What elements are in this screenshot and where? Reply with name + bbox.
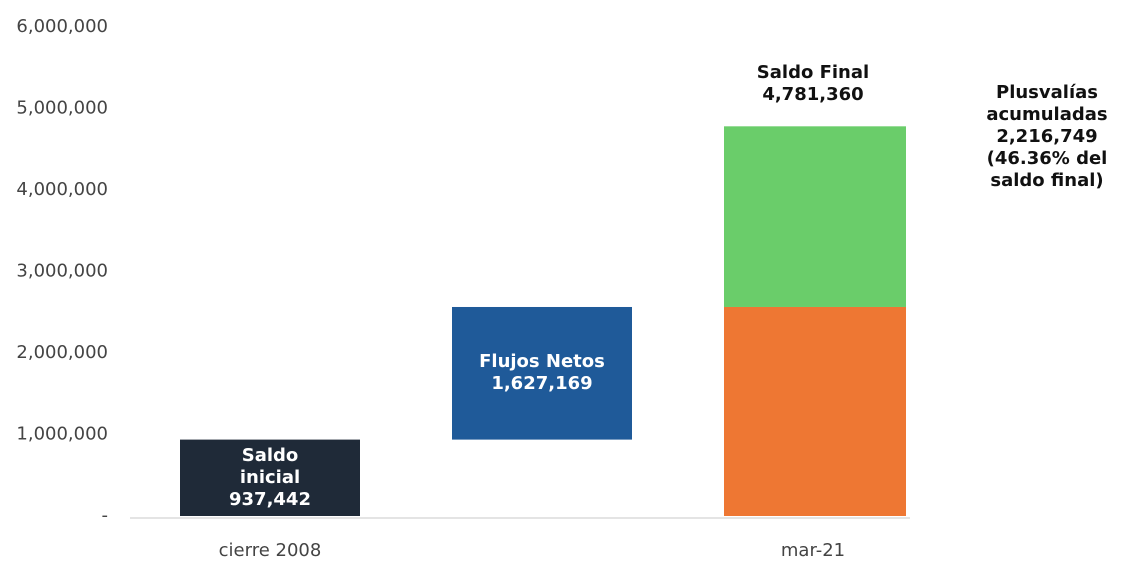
bar-label: Saldo inicial 937,442 <box>215 445 325 511</box>
total-label: Saldo Final 4,781,360 <box>713 62 913 106</box>
label-text: 1,627,169 <box>491 373 593 395</box>
bar-segment <box>724 126 906 307</box>
y-tick-label: 5,000,000 <box>16 98 108 119</box>
x-tick-label: mar-21 <box>781 540 845 561</box>
y-tick-label: 6,000,000 <box>16 16 108 37</box>
y-tick-label: 2,000,000 <box>16 342 108 363</box>
bar-segment <box>724 306 906 516</box>
y-tick-label: 3,000,000 <box>16 261 108 282</box>
label-text: 4,781,360 <box>762 84 864 106</box>
bar <box>452 306 632 440</box>
bar <box>180 439 360 516</box>
label-text: 937,442 <box>229 488 311 510</box>
x-tick-label: cierre 2008 <box>219 540 322 561</box>
y-tick-label: 4,000,000 <box>16 179 108 200</box>
y-tick-label: - <box>102 505 109 526</box>
label-text: Saldo inicial <box>239 444 301 488</box>
bar-label: Flujos Netos 1,627,169 <box>477 351 607 395</box>
label-text: (46.36% del saldo final) <box>986 147 1108 191</box>
label-text: Flujos Netos <box>479 351 605 373</box>
y-tick-label: 1,000,000 <box>16 424 108 445</box>
label-text: Saldo Final <box>756 62 870 84</box>
segment-label: Plusvalías acumuladas 2,216,749 (46.36% de… <box>972 82 1122 192</box>
label-text: Plusvalías acumuladas <box>986 81 1108 125</box>
label-text: 2,216,749 <box>996 125 1098 147</box>
